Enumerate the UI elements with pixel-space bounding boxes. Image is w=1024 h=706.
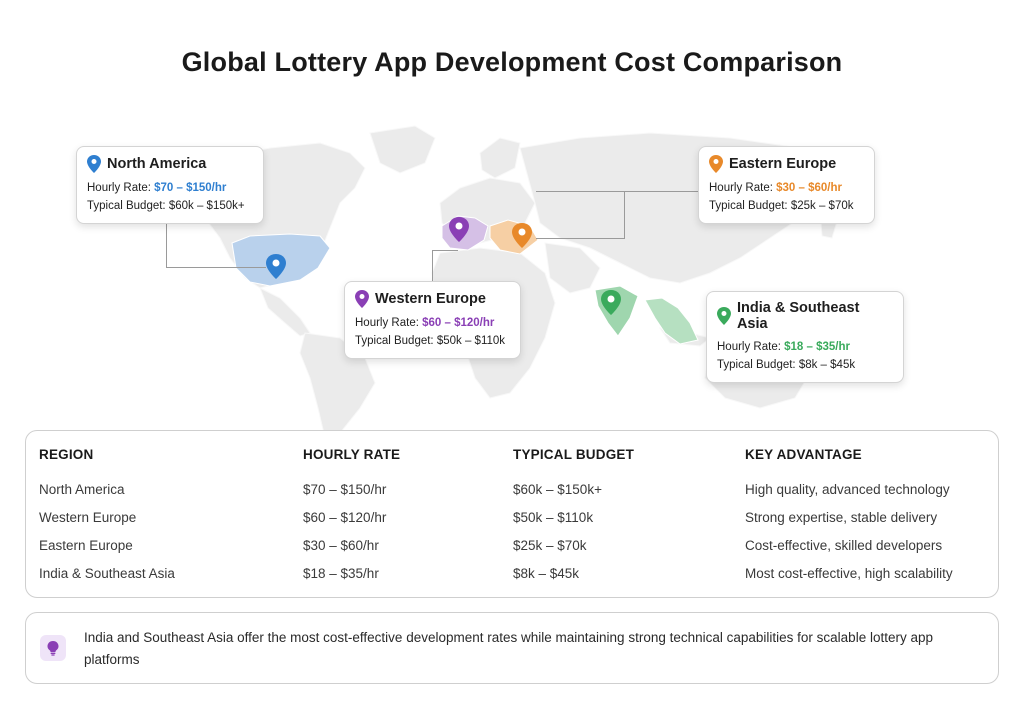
leader-line-eastern-europe <box>536 191 698 239</box>
cell-typical-budget: $25k – $70k <box>513 538 587 553</box>
hourly-rate-line: Hourly Rate: $70 – $150/hr <box>87 179 253 197</box>
hourly-rate-label: Hourly Rate: <box>709 182 773 194</box>
leader-line-eastern-europe-low <box>536 238 625 239</box>
hourly-rate-label: Hourly Rate: <box>717 341 781 353</box>
callout-title: Western Europe <box>375 291 486 307</box>
cell-region: North America <box>39 482 125 497</box>
hourly-rate-value: $18 – $35/hr <box>784 341 850 353</box>
cell-region: Eastern Europe <box>39 538 133 553</box>
typical-budget-line: Typical Budget: $50k – $110k <box>355 335 506 347</box>
callout-eastern-europe: Eastern Europe Hourly Rate: $30 – $60/hr… <box>698 146 875 224</box>
hourly-rate-label: Hourly Rate: <box>87 182 151 194</box>
map-pin-eastern-europe-icon <box>512 223 532 248</box>
cell-key-advantage: High quality, advanced technology <box>745 482 950 497</box>
typical-budget-line: Typical Budget: $60k – $150k+ <box>87 200 245 212</box>
callout-india-southeast-asia: India & Southeast Asia Hourly Rate: $18 … <box>706 291 904 383</box>
page-title: Global Lottery App Development Cost Comp… <box>181 47 843 77</box>
column-header-typical-budget: TYPICAL BUDGET <box>513 447 635 462</box>
map-pin-north-america-icon <box>266 254 286 279</box>
leader-line-eastern-europe-vert <box>624 191 625 239</box>
map-pin-icon <box>87 155 101 173</box>
comparison-table: REGION HOURLY RATE TYPICAL BUDGET KEY AD… <box>25 430 999 598</box>
callout-title: India & Southeast Asia <box>736 300 860 332</box>
lightbulb-icon <box>40 635 66 661</box>
insight-text: India and Southeast Asia offer the most … <box>84 630 933 667</box>
hourly-rate-value: $60 – $120/hr <box>422 317 495 329</box>
cell-key-advantage: Most cost-effective, high scalability <box>745 566 953 581</box>
column-header-region: REGION <box>39 447 94 462</box>
cell-typical-budget: $50k – $110k <box>513 510 594 525</box>
map-pin-india-icon <box>601 290 621 315</box>
map-pin-icon <box>355 290 369 308</box>
leader-line-north-america <box>166 224 266 268</box>
cell-typical-budget: $8k – $45k <box>513 566 580 581</box>
cell-hourly-rate: $70 – $150/hr <box>303 482 387 497</box>
hourly-rate-value: $30 – $60/hr <box>776 182 842 194</box>
insight-note: India and Southeast Asia offer the most … <box>25 612 999 684</box>
hourly-rate-line: Hourly Rate: $60 – $120/hr <box>355 314 510 332</box>
callout-north-america: North America Hourly Rate: $70 – $150/hr… <box>76 146 264 224</box>
cell-region: India & Southeast Asia <box>39 566 175 581</box>
cell-key-advantage: Cost-effective, skilled developers <box>745 538 943 553</box>
hourly-rate-line: Hourly Rate: $18 – $35/hr <box>717 338 893 356</box>
callout-western-europe: Western Europe Hourly Rate: $60 – $120/h… <box>344 281 521 359</box>
column-header-hourly-rate: HOURLY RATE <box>303 447 401 462</box>
cell-typical-budget: $60k – $150k+ <box>513 482 602 497</box>
map-pin-western-europe-icon <box>449 217 469 242</box>
map-pin-icon <box>709 155 723 173</box>
leader-line-western-europe <box>432 250 458 282</box>
callout-title: Eastern Europe <box>729 156 837 172</box>
cell-hourly-rate: $60 – $120/hr <box>303 510 387 525</box>
cell-hourly-rate: $18 – $35/hr <box>303 566 379 581</box>
cell-region: Western Europe <box>39 510 137 525</box>
hourly-rate-label: Hourly Rate: <box>355 317 419 329</box>
typical-budget-line: Typical Budget: $8k – $45k <box>717 359 856 371</box>
cell-key-advantage: Strong expertise, stable delivery <box>745 510 938 525</box>
hourly-rate-value: $70 – $150/hr <box>154 182 227 194</box>
column-header-key-advantage: KEY ADVANTAGE <box>745 447 862 462</box>
callout-title: North America <box>107 156 207 172</box>
cell-hourly-rate: $30 – $60/hr <box>303 538 379 553</box>
typical-budget-line: Typical Budget: $25k – $70k <box>709 200 854 212</box>
hourly-rate-line: Hourly Rate: $30 – $60/hr <box>709 179 864 197</box>
map-pin-icon <box>717 307 731 325</box>
